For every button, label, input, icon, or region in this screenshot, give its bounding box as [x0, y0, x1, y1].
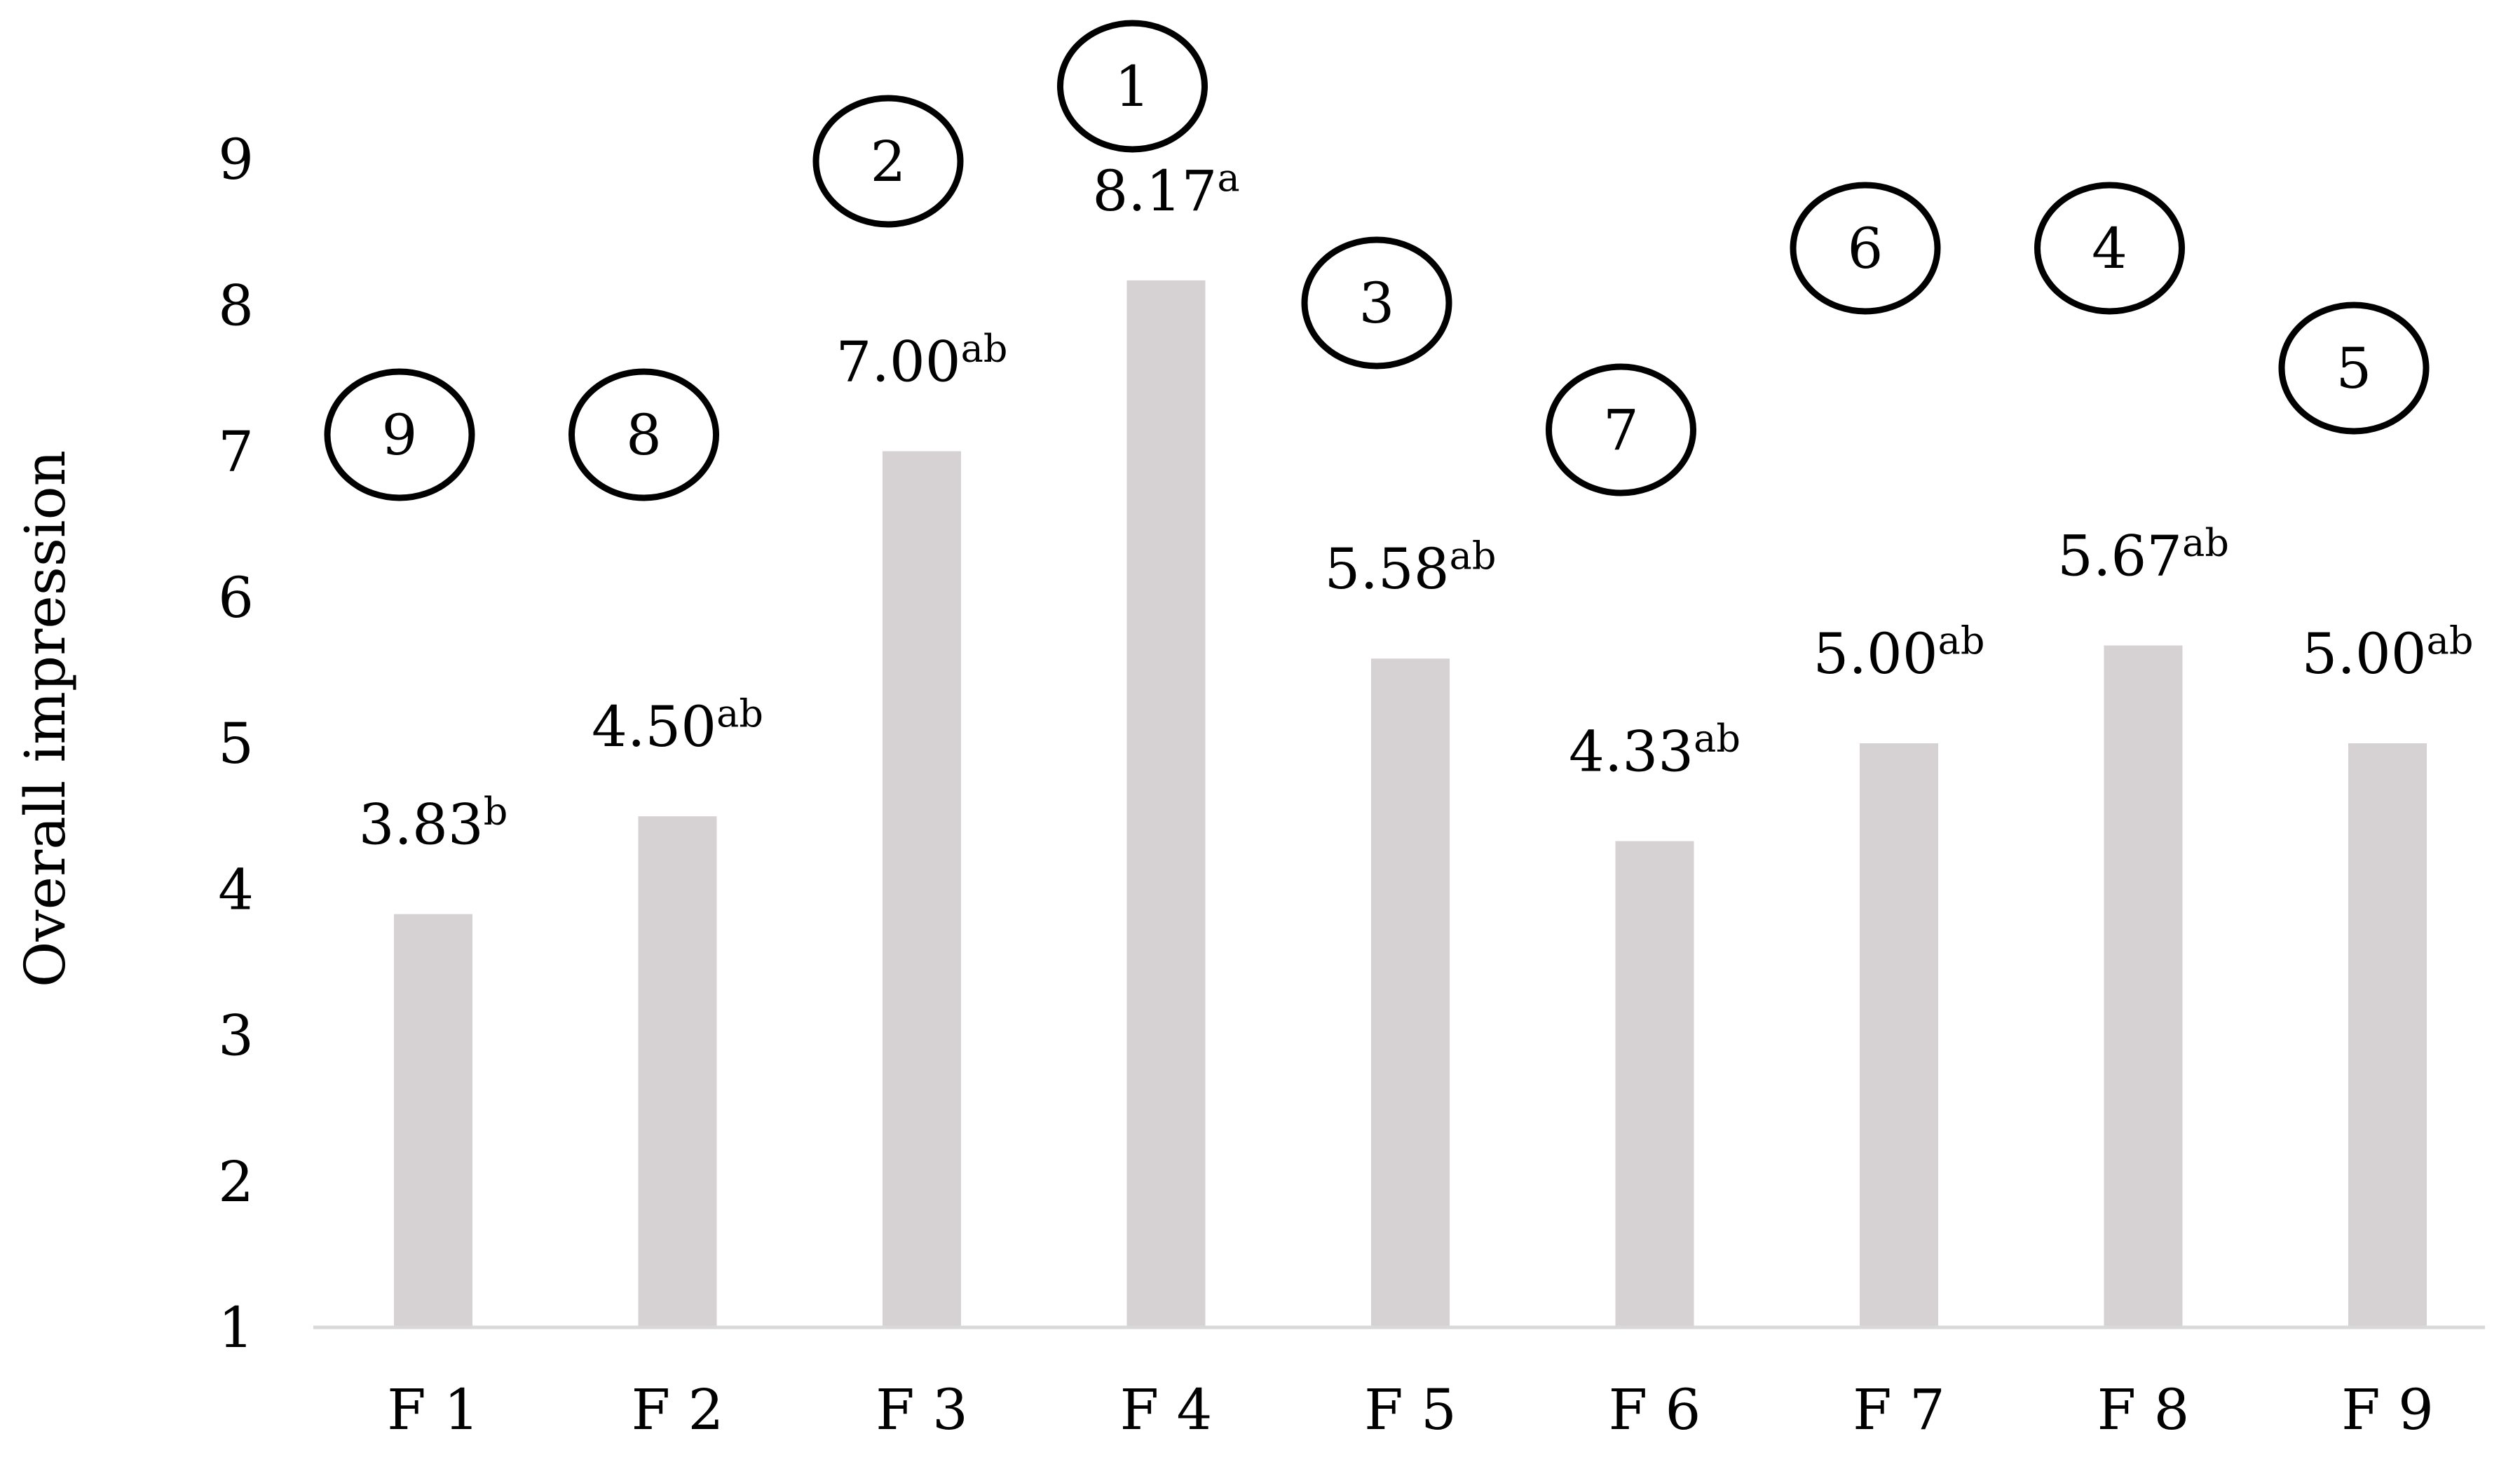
rank-number: 8 — [626, 402, 662, 468]
rank-marker: 4 — [2034, 182, 2185, 315]
x-tick-label: F 8 — [2097, 1377, 2190, 1442]
x-tick-label: F 5 — [1364, 1377, 1457, 1442]
y-axis-title: Overall impression — [13, 450, 78, 987]
y-axis-ticks: 1 2 3 4 5 6 7 8 9 — [218, 127, 254, 1360]
value-number: 5.58 — [1325, 536, 1450, 602]
rank-marker: 6 — [1790, 182, 1941, 315]
rank-number: 1 — [1115, 54, 1150, 119]
x-axis-labels: F 1 F 2 F 3 F 4 F 5 F 6 F 7 F 8 F 9 — [387, 1377, 2434, 1442]
rank-number: 9 — [382, 402, 418, 468]
rank-number: 6 — [1848, 216, 1884, 281]
bar — [638, 816, 717, 1327]
x-tick-label: F 3 — [876, 1377, 968, 1442]
value-number: 8.17 — [1092, 158, 1217, 224]
value-number: 5.00 — [1813, 621, 1938, 686]
bars — [394, 280, 2427, 1327]
rank-circle — [2278, 302, 2430, 435]
bar — [883, 451, 961, 1327]
rank-circle — [1546, 363, 1696, 496]
significance-letter: ab — [1694, 717, 1741, 761]
significance-letter: ab — [1450, 534, 1497, 578]
x-tick-label: F 9 — [2341, 1377, 2434, 1442]
rank-circle — [568, 368, 719, 501]
value-label: 5.67ab — [2057, 520, 2229, 588]
significance-letter: ab — [1938, 618, 1985, 663]
value-label: 5.00ab — [1813, 618, 1985, 686]
value-number: 4.33 — [1569, 719, 1694, 785]
value-label: 7.00ab — [836, 327, 1008, 395]
rank-circle — [324, 368, 475, 501]
value-number: 4.50 — [592, 694, 716, 759]
rank-marker: 7 — [1546, 363, 1696, 496]
rank-circle — [1790, 182, 1941, 315]
rank-marker: 8 — [568, 368, 719, 501]
bar — [394, 914, 472, 1327]
rank-number: 2 — [871, 129, 906, 194]
rank-number: 4 — [2092, 216, 2127, 281]
y-tick-label: 6 — [218, 565, 254, 630]
significance-letter: ab — [961, 327, 1008, 371]
value-label: 8.17a — [1092, 156, 1239, 224]
rank-marker: 5 — [2278, 302, 2430, 435]
significance-letter: a — [1217, 156, 1239, 200]
rank-circle — [1057, 20, 1208, 153]
value-label: 4.33ab — [1569, 717, 1741, 785]
rank-markers: 9 8 2 1 3 7 6 4 5 — [324, 20, 2430, 501]
rank-marker: 9 — [324, 368, 475, 501]
y-tick-label: 5 — [218, 711, 254, 776]
y-tick-label: 9 — [218, 127, 254, 192]
rank-circle — [2034, 182, 2185, 315]
y-tick-label: 7 — [218, 419, 254, 485]
rank-marker: 1 — [1057, 20, 1208, 153]
bar — [1371, 658, 1450, 1327]
bar — [2348, 743, 2427, 1327]
value-label: 5.58ab — [1325, 534, 1497, 602]
rank-number: 7 — [1603, 398, 1639, 463]
x-tick-label: F 4 — [1120, 1377, 1213, 1442]
rank-circle — [1301, 236, 1452, 370]
x-tick-label: F 6 — [1609, 1377, 1701, 1442]
y-tick-label: 1 — [218, 1295, 254, 1360]
x-tick-label: F 1 — [387, 1377, 479, 1442]
rank-marker: 3 — [1301, 236, 1452, 370]
rank-circle — [812, 95, 964, 228]
bar — [1615, 841, 1694, 1327]
y-tick-label: 4 — [218, 857, 254, 922]
value-label: 5.00ab — [2302, 618, 2474, 686]
rank-number: 5 — [2336, 336, 2372, 401]
value-labels: 3.83b4.50ab7.00ab8.17a5.58ab4.33ab5.00ab… — [359, 156, 2474, 858]
x-tick-label: F 7 — [1853, 1377, 1945, 1442]
rank-number: 3 — [1359, 271, 1395, 336]
value-label: 4.50ab — [592, 691, 763, 759]
significance-letter: b — [484, 790, 508, 834]
bar — [2104, 645, 2183, 1327]
significance-letter: ab — [2182, 520, 2229, 564]
y-tick-label: 3 — [218, 1003, 254, 1069]
value-number: 3.83 — [359, 792, 484, 858]
y-tick-label: 2 — [218, 1149, 254, 1214]
y-tick-label: 8 — [218, 273, 254, 338]
value-number: 7.00 — [836, 330, 961, 395]
x-tick-label: F 2 — [632, 1377, 724, 1442]
value-label: 3.83b — [359, 790, 508, 858]
bar — [1126, 280, 1206, 1327]
significance-letter: ab — [2427, 618, 2474, 663]
rank-marker: 2 — [812, 95, 964, 228]
bar — [1860, 743, 1938, 1327]
value-number: 5.00 — [2302, 621, 2427, 686]
significance-letter: ab — [716, 691, 763, 736]
value-number: 5.67 — [2057, 523, 2182, 588]
